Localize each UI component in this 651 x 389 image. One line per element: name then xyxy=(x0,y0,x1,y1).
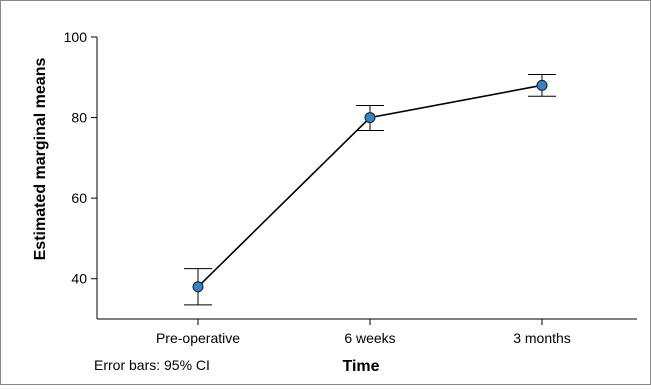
y-axis-title: Estimated marginal means xyxy=(32,58,49,261)
y-tick-label: 100 xyxy=(64,29,88,45)
error-bars-note: Error bars: 95% CI xyxy=(94,357,210,373)
x-axis-title: Time xyxy=(342,358,379,375)
x-axis-ticks: Pre-operative 6 weeks 3 months xyxy=(156,319,571,346)
series-group xyxy=(184,73,556,306)
x-tick-label: 3 months xyxy=(513,330,571,346)
y-tick-label: 80 xyxy=(71,110,87,126)
x-tick-label: 6 weeks xyxy=(344,330,395,346)
data-point xyxy=(536,79,548,91)
x-tick-label: Pre-operative xyxy=(156,330,240,346)
axes xyxy=(96,37,637,320)
y-tick-label: 40 xyxy=(71,271,87,287)
y-axis-ticks: 40 60 80 100 xyxy=(64,29,97,287)
data-point xyxy=(364,112,376,124)
data-point xyxy=(192,281,204,293)
y-tick-label: 60 xyxy=(71,190,87,206)
